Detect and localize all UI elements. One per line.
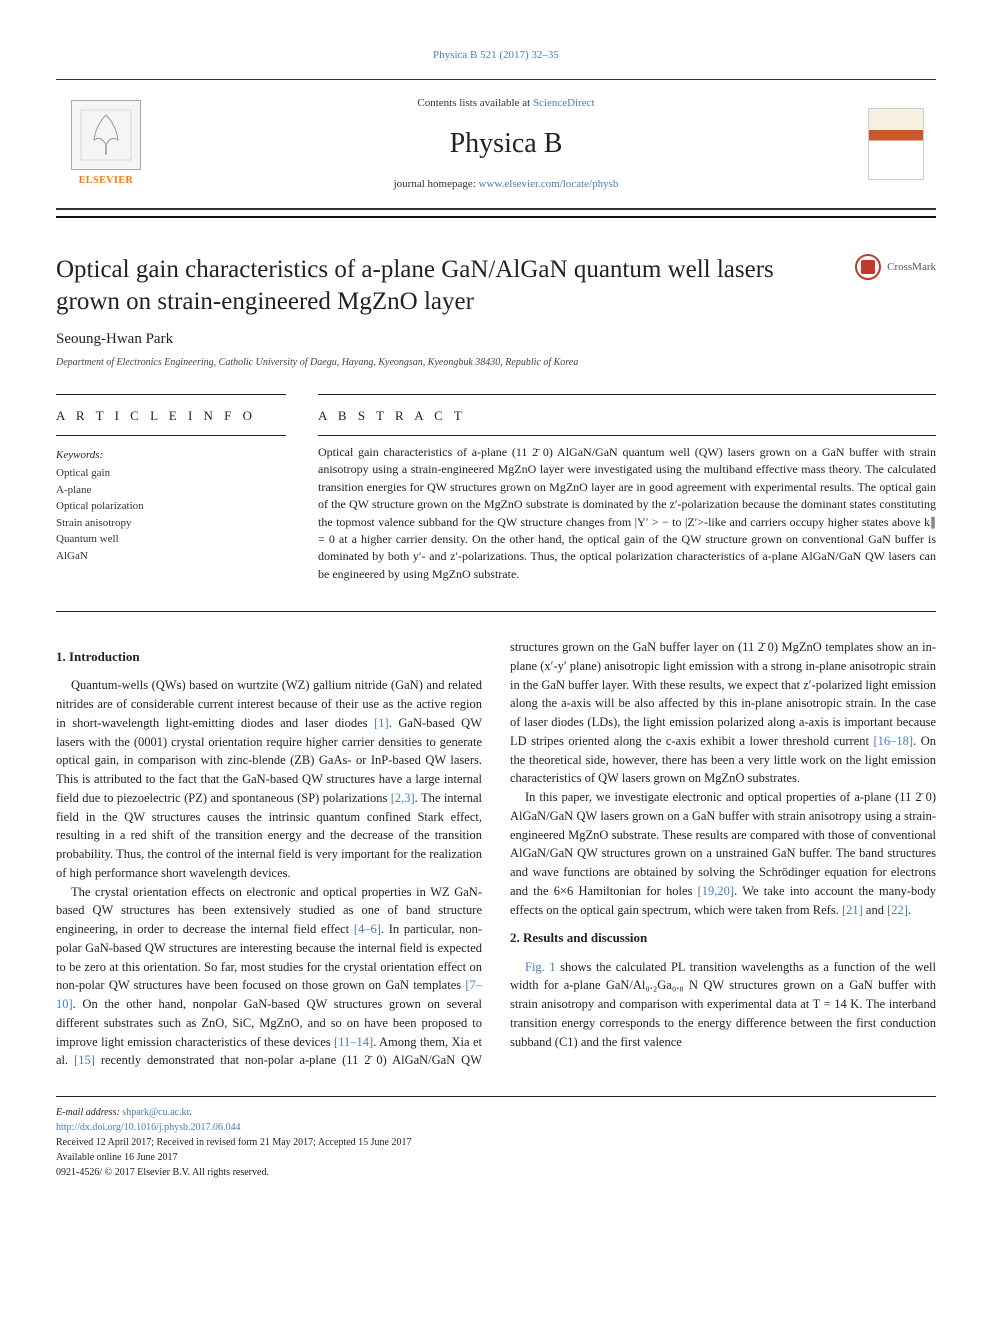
keywords-list: Optical gain A-plane Optical polarizatio…	[56, 465, 286, 564]
article-title: Optical gain characteristics of a-plane …	[56, 254, 796, 317]
copyright-line: 0921-4526/ © 2017 Elsevier B.V. All righ…	[56, 1165, 936, 1180]
article-body: 1. Introduction Quantum-wells (QWs) base…	[56, 638, 936, 1070]
contents-prefix: Contents lists available at	[417, 97, 532, 109]
abstract-heading: A B S T R A C T	[318, 394, 936, 425]
available-online-date: Available online 16 June 2017	[56, 1150, 936, 1165]
results-p1-b: shows the calculated PL transition wavel…	[510, 960, 936, 1049]
fig-1-ref[interactable]: Fig. 1	[525, 960, 556, 974]
cite-22[interactable]: [22]	[887, 903, 908, 917]
journal-cover-thumbnail	[868, 108, 924, 180]
article-info-column: A R T I C L E I N F O Keywords: Optical …	[56, 394, 286, 583]
author-name: Seoung-Hwan Park	[56, 329, 936, 350]
publisher-tree-icon	[71, 100, 141, 170]
cite-21[interactable]: [21]	[842, 903, 863, 917]
cite-2-3[interactable]: [2,3]	[391, 791, 415, 805]
cite-16-18[interactable]: [16–18]	[873, 734, 913, 748]
homepage-prefix: journal homepage:	[394, 178, 479, 190]
col2-p2-a: In this paper, we investigate electronic…	[510, 790, 936, 898]
journal-title: Physica B	[450, 124, 563, 163]
results-heading: 2. Results and discussion	[510, 929, 936, 947]
page-footer: E-mail address: shpark@cu.ac.kr. http://…	[56, 1096, 936, 1180]
journal-reference: Physica B 521 (2017) 32–35	[56, 48, 936, 63]
introduction-heading: 1. Introduction	[56, 648, 482, 666]
col2-p1-a: the GaN buffer layer on (11 2̄ 0) MgZnO …	[510, 640, 936, 748]
sciencedirect-link[interactable]: ScienceDirect	[533, 97, 595, 109]
crossmark-widget[interactable]: CrossMark	[855, 254, 936, 280]
email-label: E-mail address:	[56, 1107, 122, 1118]
journal-homepage-line: journal homepage: www.elsevier.com/locat…	[394, 177, 619, 192]
contents-lists-line: Contents lists available at ScienceDirec…	[417, 96, 594, 111]
col2-p2-c: and	[863, 903, 887, 917]
cite-4-6[interactable]: [4–6]	[354, 922, 381, 936]
cite-11-14[interactable]: [11–14]	[334, 1035, 373, 1049]
received-dates: Received 12 April 2017; Received in revi…	[56, 1135, 936, 1150]
crossmark-badge-icon	[855, 254, 881, 280]
publisher-name: ELSEVIER	[79, 174, 134, 188]
cite-19-20[interactable]: [19,20]	[698, 884, 734, 898]
article-info-heading: A R T I C L E I N F O	[56, 394, 286, 425]
abstract-column: A B S T R A C T Optical gain characteris…	[318, 394, 936, 583]
journal-homepage-link[interactable]: www.elsevier.com/locate/physb	[479, 178, 619, 190]
cite-15[interactable]: [15]	[74, 1053, 95, 1067]
author-affiliation: Department of Electronics Engineering, C…	[56, 356, 936, 370]
journal-cover-box	[856, 80, 936, 208]
crossmark-label: CrossMark	[887, 260, 936, 275]
cite-1[interactable]: [1]	[374, 716, 389, 730]
header-bottom-rule	[56, 216, 936, 218]
abstract-text: Optical gain characteristics of a-plane …	[318, 444, 936, 583]
author-email-link[interactable]: shpark@cu.ac.kr	[122, 1107, 189, 1118]
doi-link[interactable]: http://dx.doi.org/10.1016/j.physb.2017.0…	[56, 1122, 241, 1133]
journal-header: ELSEVIER Contents lists available at Sci…	[56, 79, 936, 210]
body-top-rule	[56, 611, 936, 612]
keywords-label: Keywords:	[56, 448, 286, 463]
publisher-logo-box: ELSEVIER	[56, 80, 156, 208]
col2-p2-d: .	[908, 903, 911, 917]
journal-header-center: Contents lists available at ScienceDirec…	[156, 80, 856, 208]
